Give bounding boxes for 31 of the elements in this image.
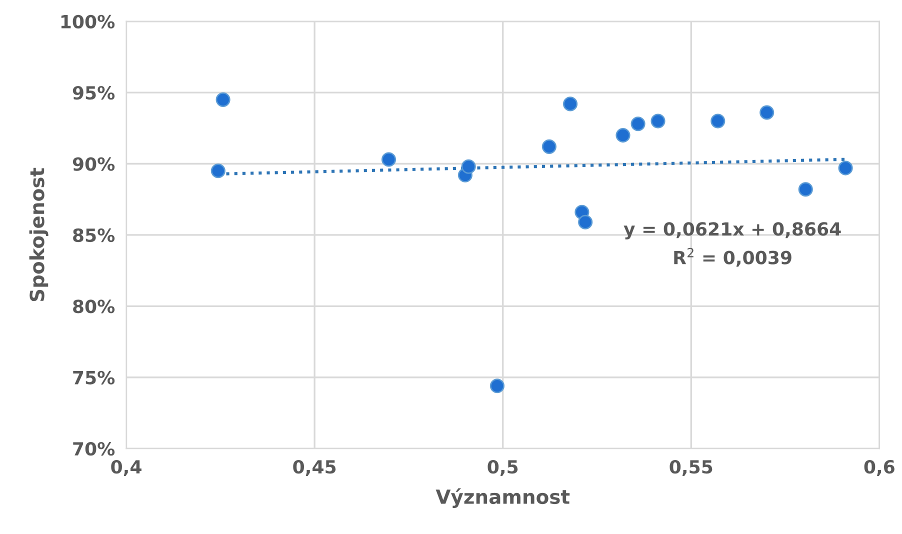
y-tick-label: 85% [73, 228, 115, 242]
x-tick-label: 0,45 [293, 460, 336, 476]
y-tick-label: 95% [72, 86, 115, 100]
point [542, 139, 556, 154]
point [710, 114, 726, 128]
y-tick-label: 100% [61, 14, 115, 28]
x-tick-label: 0,6 [864, 460, 894, 476]
point [461, 159, 476, 174]
point [630, 116, 646, 132]
x-axis-title: Významnost [436, 488, 570, 508]
y-tick-label: 70% [73, 442, 115, 456]
annotation: R$^{2}$ = 0,0039 [674, 248, 792, 267]
x-tick-label: 0,55 [670, 460, 712, 476]
y-tick-label: 80% [73, 300, 115, 314]
point [210, 164, 226, 178]
point [490, 378, 504, 394]
x-tick-label: 0,4 [111, 460, 142, 476]
point [798, 182, 813, 197]
x-tick-label: 0,5 [488, 460, 518, 476]
point [216, 92, 230, 107]
y-axis-title: Spokojenost [29, 168, 48, 302]
point [650, 114, 666, 128]
point [616, 128, 630, 143]
point [760, 105, 774, 120]
y-tick-label: 75% [73, 370, 115, 384]
point [562, 96, 578, 112]
y-tick-label: 90% [72, 157, 115, 171]
point [381, 152, 396, 167]
point [838, 160, 853, 176]
annotation: y = 0,0621x + 0,8664 [624, 222, 841, 240]
point [578, 214, 593, 230]
